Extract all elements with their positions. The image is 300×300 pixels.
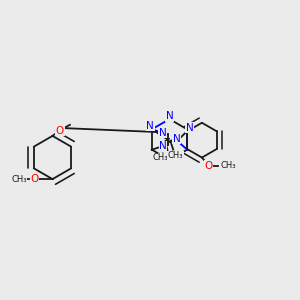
Text: CH₃: CH₃ — [11, 175, 27, 184]
Text: CH₃: CH₃ — [168, 151, 183, 160]
Text: N: N — [186, 123, 194, 133]
Text: N: N — [166, 111, 173, 121]
Text: O: O — [30, 174, 39, 184]
Text: CH₃: CH₃ — [152, 153, 168, 162]
Text: N: N — [159, 141, 167, 151]
Text: N: N — [159, 128, 166, 138]
Text: N: N — [172, 134, 180, 144]
Text: O: O — [204, 161, 213, 171]
Text: N: N — [146, 121, 154, 131]
Text: CH₃: CH₃ — [221, 161, 236, 170]
Text: O: O — [56, 125, 64, 136]
